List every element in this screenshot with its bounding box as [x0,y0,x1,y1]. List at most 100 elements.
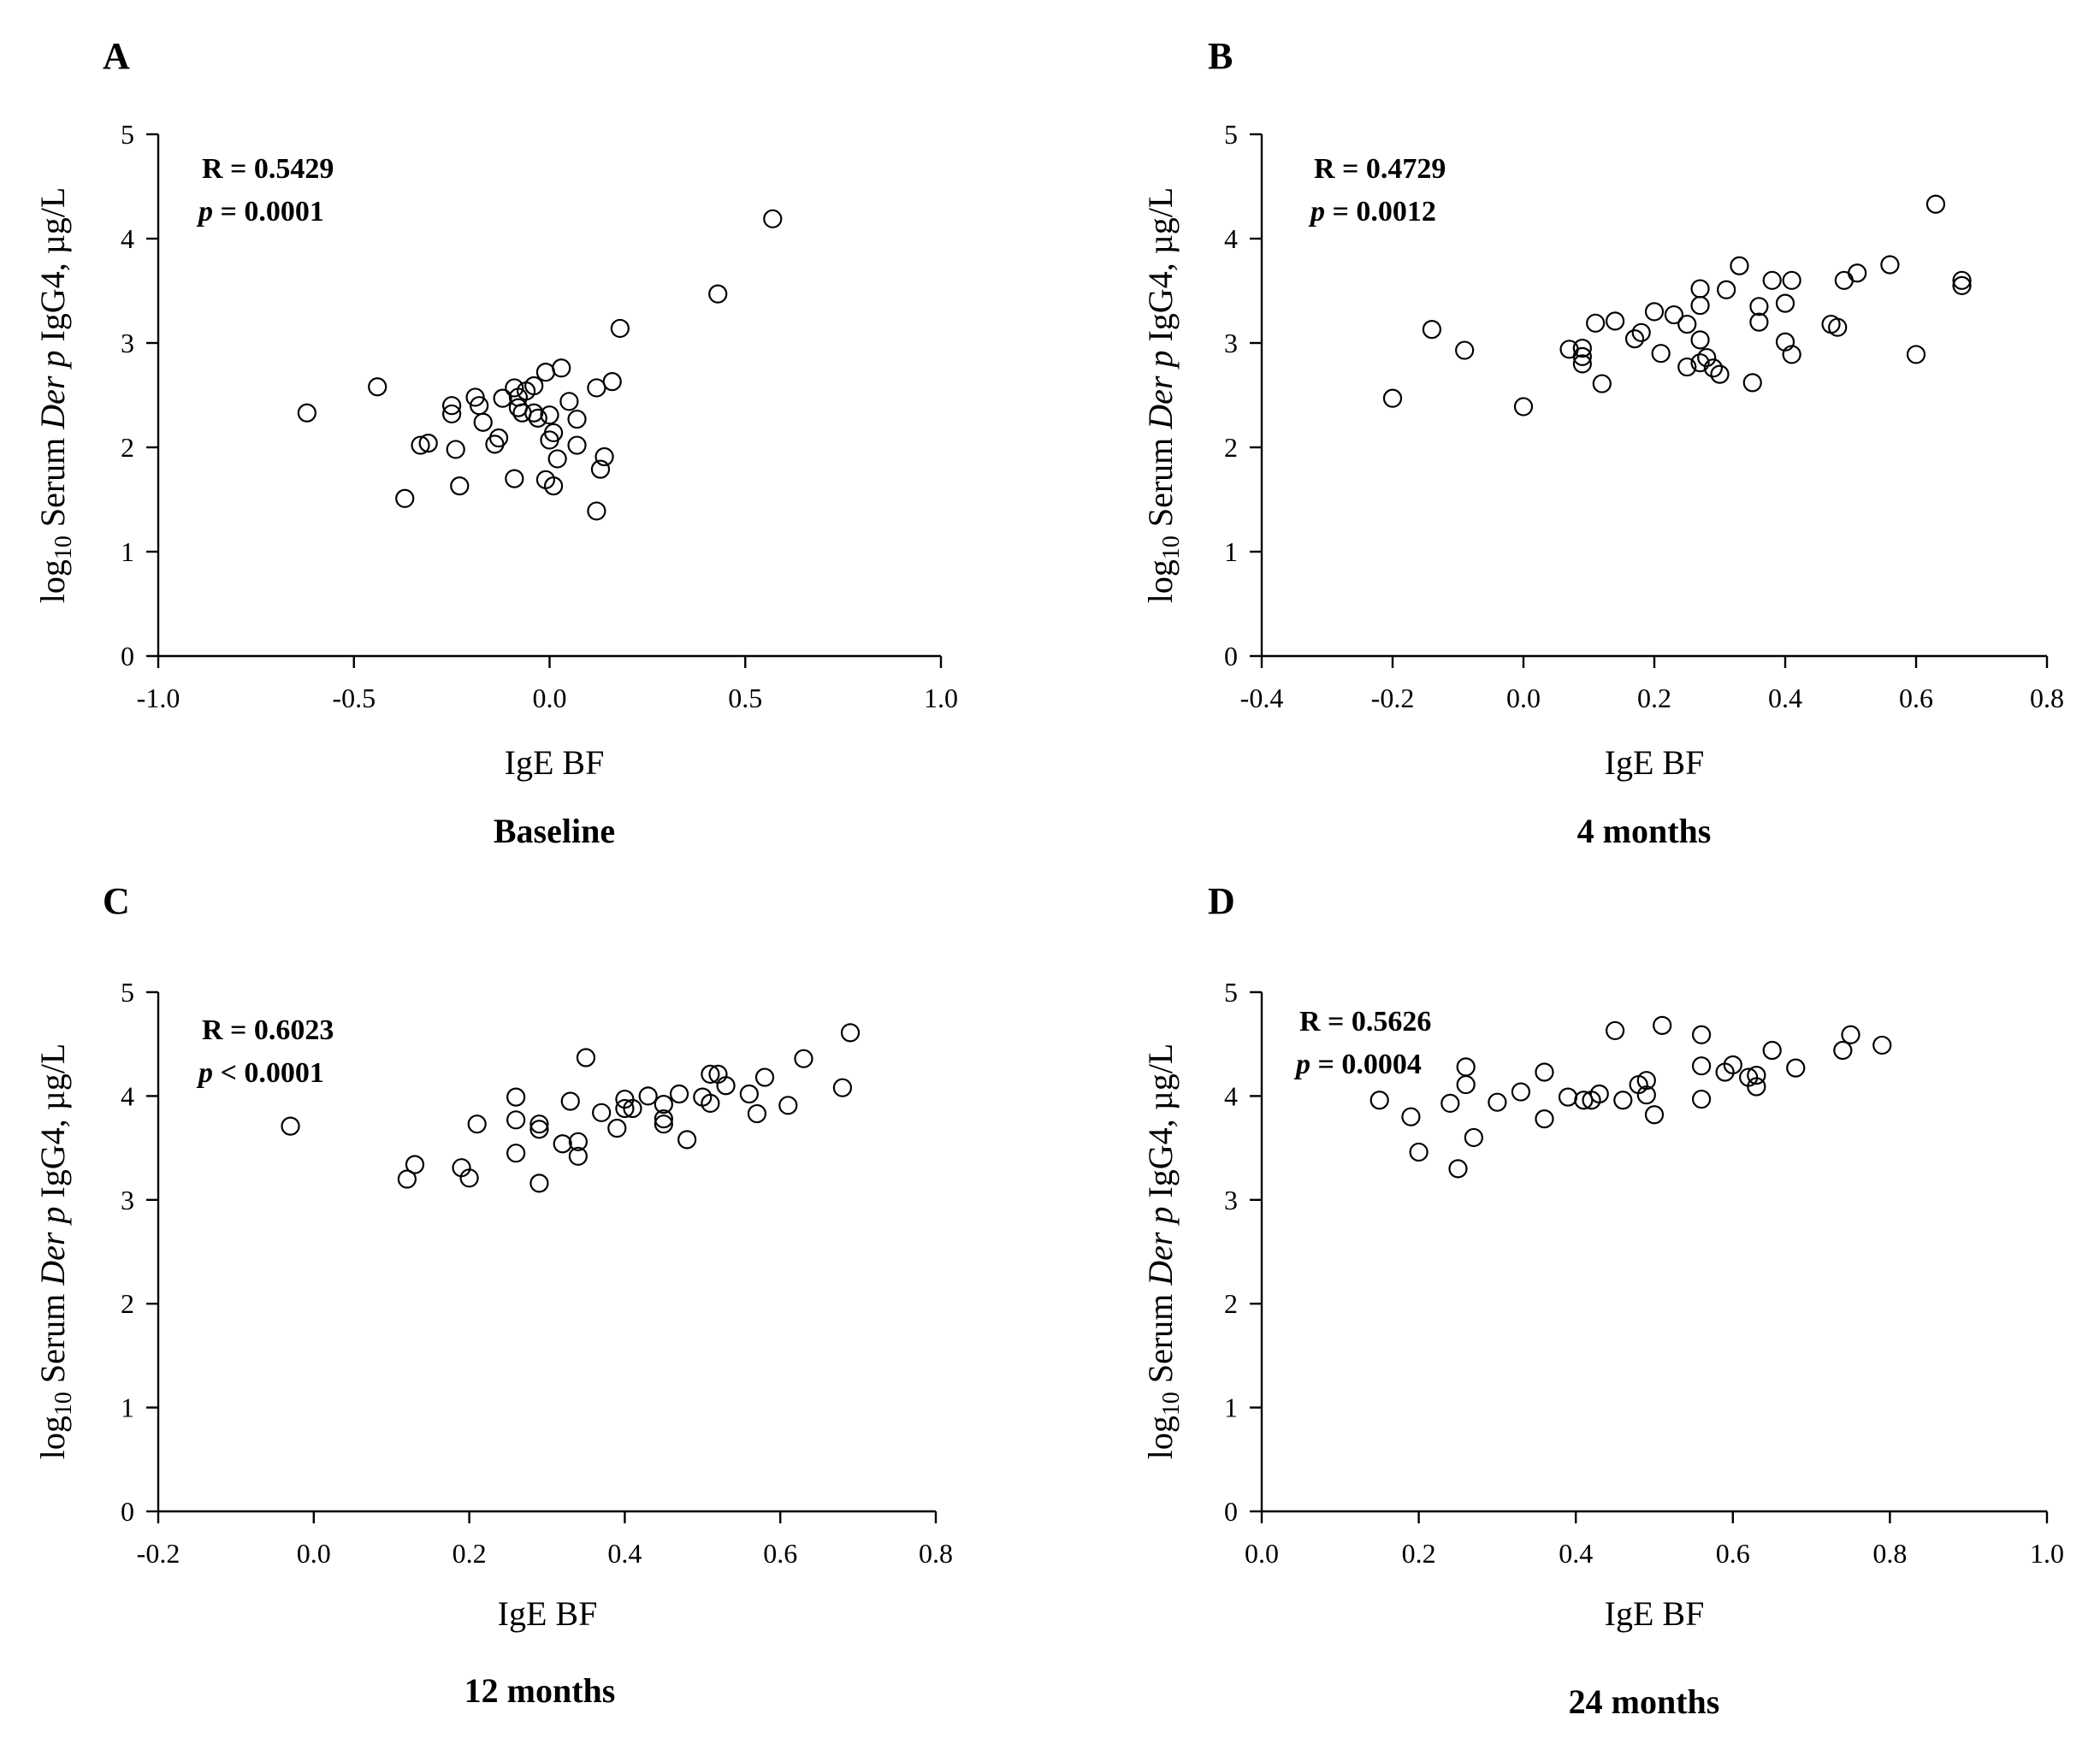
panel-subtitle: 4 months [1577,812,1712,850]
data-point [1872,1035,1892,1055]
data-point [1841,1025,1860,1044]
data-point [1572,339,1592,358]
data-point [1448,1159,1468,1179]
data-point [1644,302,1665,322]
data-point [1691,1025,1712,1044]
data-point [540,405,559,425]
x-axis-title: IgE BF [498,1594,598,1633]
data-point [1586,313,1606,333]
panel-letter: B [1208,35,1233,77]
y-tick-label: 0 [121,1496,134,1527]
y-tick-label: 0 [121,641,134,671]
data-point [587,378,606,398]
data-point [1624,329,1645,349]
data-point [607,1118,627,1138]
x-tick-label: -1.0 [137,683,180,713]
stat-r-value: R = 0.5429 [202,153,334,185]
x-tick-label: 0.0 [1506,683,1541,713]
y-tick-label: 5 [121,119,134,150]
data-point [1747,1077,1766,1097]
data-point [567,409,587,429]
y-tick-label: 4 [1224,223,1238,254]
data-point [442,404,462,424]
y-tick-label: 0 [1224,1496,1238,1527]
x-tick-label: 0.6 [763,1538,797,1569]
data-point [1664,304,1684,325]
data-point [1382,388,1403,408]
data-point [610,318,630,339]
x-tick-label: 0.5 [728,683,762,713]
x-tick-label: -0.2 [1371,683,1415,713]
data-point [1925,194,1946,214]
data-point [395,488,415,508]
data-point [1723,1055,1742,1075]
y-tick-label: 0 [1224,641,1238,671]
data-point [1464,1127,1483,1148]
data-point [1605,1020,1625,1041]
data-point [1952,275,1972,295]
data-point [754,1067,775,1087]
data-point [1848,263,1867,283]
stat-r-value: R = 0.5626 [1299,1006,1431,1038]
data-point [1558,1087,1578,1107]
y-tick-label: 3 [1224,1185,1238,1215]
data-point [1605,311,1625,331]
y-axis-title: log10 Serum Der p IgG4, µg/L [1141,187,1185,604]
data-point [1691,1089,1712,1109]
x-tick-label: -0.5 [332,683,376,713]
data-point [654,1114,673,1134]
y-tick-label: 3 [121,1185,134,1215]
data-point [602,372,622,392]
data-point [529,1174,549,1193]
data-point [559,392,579,411]
data-point [587,501,606,521]
x-tick-label: 0.6 [1716,1538,1750,1569]
data-point [535,363,556,382]
data-point [1535,1109,1554,1129]
y-tick-label: 2 [121,432,134,463]
data-point [1690,353,1710,373]
data-point [747,1103,767,1124]
data-point [1742,373,1762,393]
data-point [529,1120,549,1139]
x-tick-label: -0.4 [1240,683,1284,713]
data-point [701,1064,720,1085]
y-axis-title: log10 Serum Der p IgG4, µg/L [1141,1044,1185,1460]
y-tick-label: 5 [1224,977,1238,1008]
data-point [467,1114,487,1134]
data-point [1409,1142,1429,1162]
data-point [1456,1074,1476,1095]
data-point [669,1084,689,1104]
panel-letter: A [103,35,130,77]
panel-letter: C [103,880,130,922]
data-point [506,1144,526,1163]
data-point [568,1132,588,1151]
y-tick-label: 4 [121,1080,134,1111]
x-tick-label: 0.6 [1899,683,1933,713]
stat-r-value: R = 0.6023 [202,1014,334,1046]
x-tick-label: 0.2 [1402,1538,1436,1569]
y-axis-title: log10 Serum Der p IgG4, µg/L [33,187,77,604]
data-point [567,435,587,455]
data-point [1952,270,1972,290]
data-point [1762,1040,1782,1061]
data-point [446,440,465,459]
data-point [1782,345,1801,364]
y-tick-label: 3 [121,328,134,358]
y-tick-label: 5 [121,977,134,1008]
y-tick-label: 2 [1224,432,1238,463]
data-point [763,209,783,228]
data-point [1762,270,1782,290]
x-tick-label: 0.0 [297,1538,331,1569]
x-tick-label: 0.0 [533,683,567,713]
data-point [576,1048,596,1067]
data-point [1456,1057,1476,1077]
data-point [524,375,544,396]
stat-r-value: R = 0.4729 [1314,153,1446,185]
data-point [485,435,505,454]
data-point [1690,295,1710,316]
data-point [405,1155,425,1174]
data-point [568,1146,588,1166]
data-point [654,1109,673,1129]
data-point [552,358,571,378]
